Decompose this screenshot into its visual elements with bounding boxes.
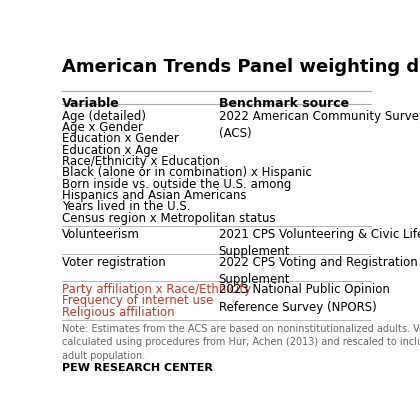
- Text: 2023 National Public Opinion
Reference Survey (NPORS): 2023 National Public Opinion Reference S…: [218, 283, 389, 314]
- Text: Frequency of internet use: Frequency of internet use: [62, 295, 214, 308]
- Text: Years lived in the U.S.: Years lived in the U.S.: [62, 200, 191, 213]
- Text: American Trends Panel weighting dimensions: American Trends Panel weighting dimensio…: [62, 59, 420, 76]
- Text: Race/Ethnicity x Education: Race/Ethnicity x Education: [62, 155, 220, 168]
- Text: Age x Gender: Age x Gender: [62, 121, 143, 134]
- Text: Note: Estimates from the ACS are based on noninstitutionalized adults. Voter reg: Note: Estimates from the ACS are based o…: [62, 324, 420, 361]
- Text: Party affiliation x Race/Ethnicity: Party affiliation x Race/Ethnicity: [62, 283, 252, 296]
- Text: Voter registration: Voter registration: [62, 256, 166, 269]
- Text: Age (detailed): Age (detailed): [62, 110, 146, 123]
- Text: PEW RESEARCH CENTER: PEW RESEARCH CENTER: [62, 363, 213, 373]
- Text: Volunteerism: Volunteerism: [62, 228, 140, 241]
- Text: Born inside vs. outside the U.S. among: Born inside vs. outside the U.S. among: [62, 178, 291, 191]
- Text: Hispanics and Asian Americans: Hispanics and Asian Americans: [62, 189, 247, 202]
- Text: Education x Age: Education x Age: [62, 144, 158, 157]
- Text: Education x Gender: Education x Gender: [62, 133, 179, 145]
- Text: 2022 American Community Survey
(ACS): 2022 American Community Survey (ACS): [218, 110, 420, 140]
- Text: 2022 CPS Voting and Registration
Supplement: 2022 CPS Voting and Registration Supplem…: [218, 256, 417, 286]
- Text: Variable: Variable: [62, 98, 120, 110]
- Text: Black (alone or in combination) x Hispanic: Black (alone or in combination) x Hispan…: [62, 166, 312, 179]
- Text: Benchmark source: Benchmark source: [218, 98, 349, 110]
- Text: 2021 CPS Volunteering & Civic Life
Supplement: 2021 CPS Volunteering & Civic Life Suppl…: [218, 228, 420, 258]
- Text: Religious affiliation: Religious affiliation: [62, 306, 175, 319]
- Text: Census region x Metropolitan status: Census region x Metropolitan status: [62, 212, 276, 225]
